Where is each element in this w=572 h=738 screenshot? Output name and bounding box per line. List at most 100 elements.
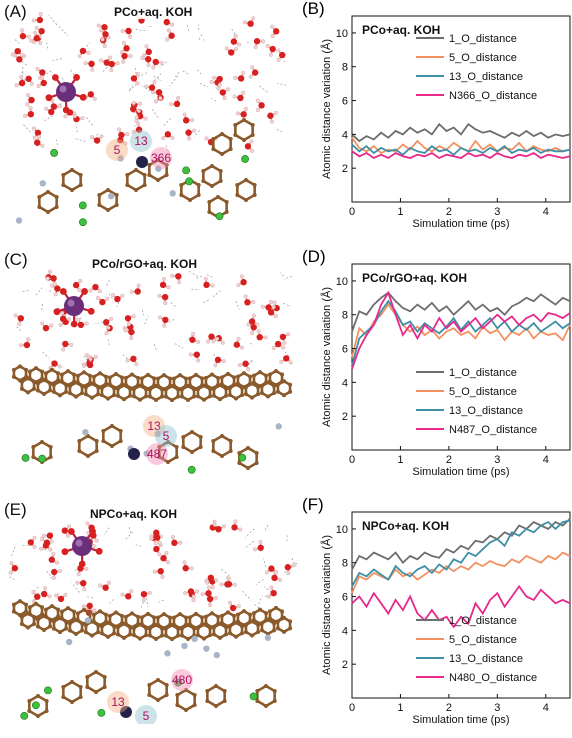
hydrogen-atom [187,136,192,141]
atom-highlight [106,139,128,161]
hydrogen-atom [107,580,112,585]
carbon-atom [64,626,69,631]
hydrogen-atom [162,323,167,328]
hydrogen-atom [166,560,171,565]
nitrogen-atom [107,192,115,200]
hydrogen-atom [157,315,162,320]
carbon-atom [144,387,149,392]
oxygen-atom [237,75,245,82]
carbon-atom [48,445,53,449]
hydrogen-atom [251,313,256,318]
carbon-atom [220,434,224,438]
carbon-atom [102,685,107,689]
carbon-atom [96,623,101,628]
hydrogen-atom [98,28,103,33]
hydrogen-bond [153,76,162,82]
chart-title: NPCo+aq. KOH [362,519,449,533]
hydrogen-atom [291,563,296,568]
carbon-atom [101,439,106,443]
carbon-atom [259,384,264,389]
carbon-atom [125,173,130,177]
oxygen-atom [206,595,214,603]
hydrogen-bond [245,540,255,548]
carbon-atom [131,626,136,631]
oxygen-atom [279,333,287,341]
carbon-atom [188,198,192,202]
carbon-atom [51,382,56,387]
carbon-atom [211,137,216,141]
carbon-atom [88,611,93,616]
x-tick-label: 0 [349,454,355,466]
hydrogen-atom [134,118,139,123]
carbon-atom [266,380,270,385]
y-tick-label: 2 [342,659,348,671]
hydrogen-atom [222,96,227,101]
carbon-atom [243,392,248,397]
hydrogen-atom [219,582,224,587]
oxygen-atom [79,93,87,101]
carbon-atom [11,609,16,614]
chart-d: (D) 0 1 2 3 4 2 4 6 8 10 Simulation time (ps) Atomic… [302,247,571,478]
hydrogen-bond [256,579,264,585]
hydrogen-atom [288,360,293,365]
carbon-atom [134,188,138,192]
oxygen-atom [23,341,31,349]
oxygen-atom [153,545,160,553]
carbon-atom [176,633,181,638]
carbon-atom [226,371,230,376]
series-line-1_O_distance [351,122,571,143]
carbon-atom [51,389,56,394]
carbon-atom [162,373,166,378]
oxygen-atom [230,38,238,45]
potassium-atom [187,465,196,474]
carbon-atom [74,394,78,399]
hydrogen-atom [157,293,162,298]
hydrogen-bond [9,576,16,580]
hydrogen-atom [119,50,124,55]
carbon-atom [232,613,237,618]
carbon-atom [219,613,224,618]
chart-title: PCo/rGO+aq. KOH [362,271,467,285]
carbon-atom [96,385,101,390]
hydrogen-bond [248,358,254,365]
oxygen-atom [253,38,261,45]
carbon-atom [35,388,40,393]
carbon-atom [27,369,32,374]
hydrogen-atom [246,367,251,372]
oxygen-atom [240,111,247,118]
carbon-atom [160,633,165,638]
hydrogen-bond [163,118,171,126]
carbon-atom [224,393,229,398]
carbon-atom [208,633,213,638]
hydrogen-atom [38,41,43,46]
hydrogen-atom [232,582,237,587]
carbon-atom [252,183,257,187]
carbon-atom [240,386,245,391]
oxygen-atom [51,360,58,367]
carbon-atom [144,626,149,631]
oxygen-atom [51,568,58,576]
series-line-5_O_distance [351,303,571,358]
hydrogen-bond [142,85,151,92]
carbon-atom [35,617,40,622]
oxygen-atom [250,324,257,331]
hydrogen-atom [170,273,175,278]
hydrogen-atom [206,585,211,590]
carbon-atom [106,634,110,639]
carbon-atom [254,451,259,455]
carbon-atom [256,385,261,390]
carbon-atom [163,387,168,392]
hydrogen-bond [22,66,24,77]
series-line-N480_O_distance [351,584,571,629]
nitrogen-atom [181,642,188,650]
oxygen-atom [78,560,86,568]
hydrogen-bond [221,569,231,578]
hydrogen-atom [92,96,97,101]
carbon-atom [228,439,233,443]
carbon-atom [242,138,246,142]
hydrogen-atom [242,20,247,25]
carbon-atom [106,620,110,625]
carbon-atom [43,371,48,376]
carbon-atom [147,693,152,697]
carbon-atom [155,615,160,620]
